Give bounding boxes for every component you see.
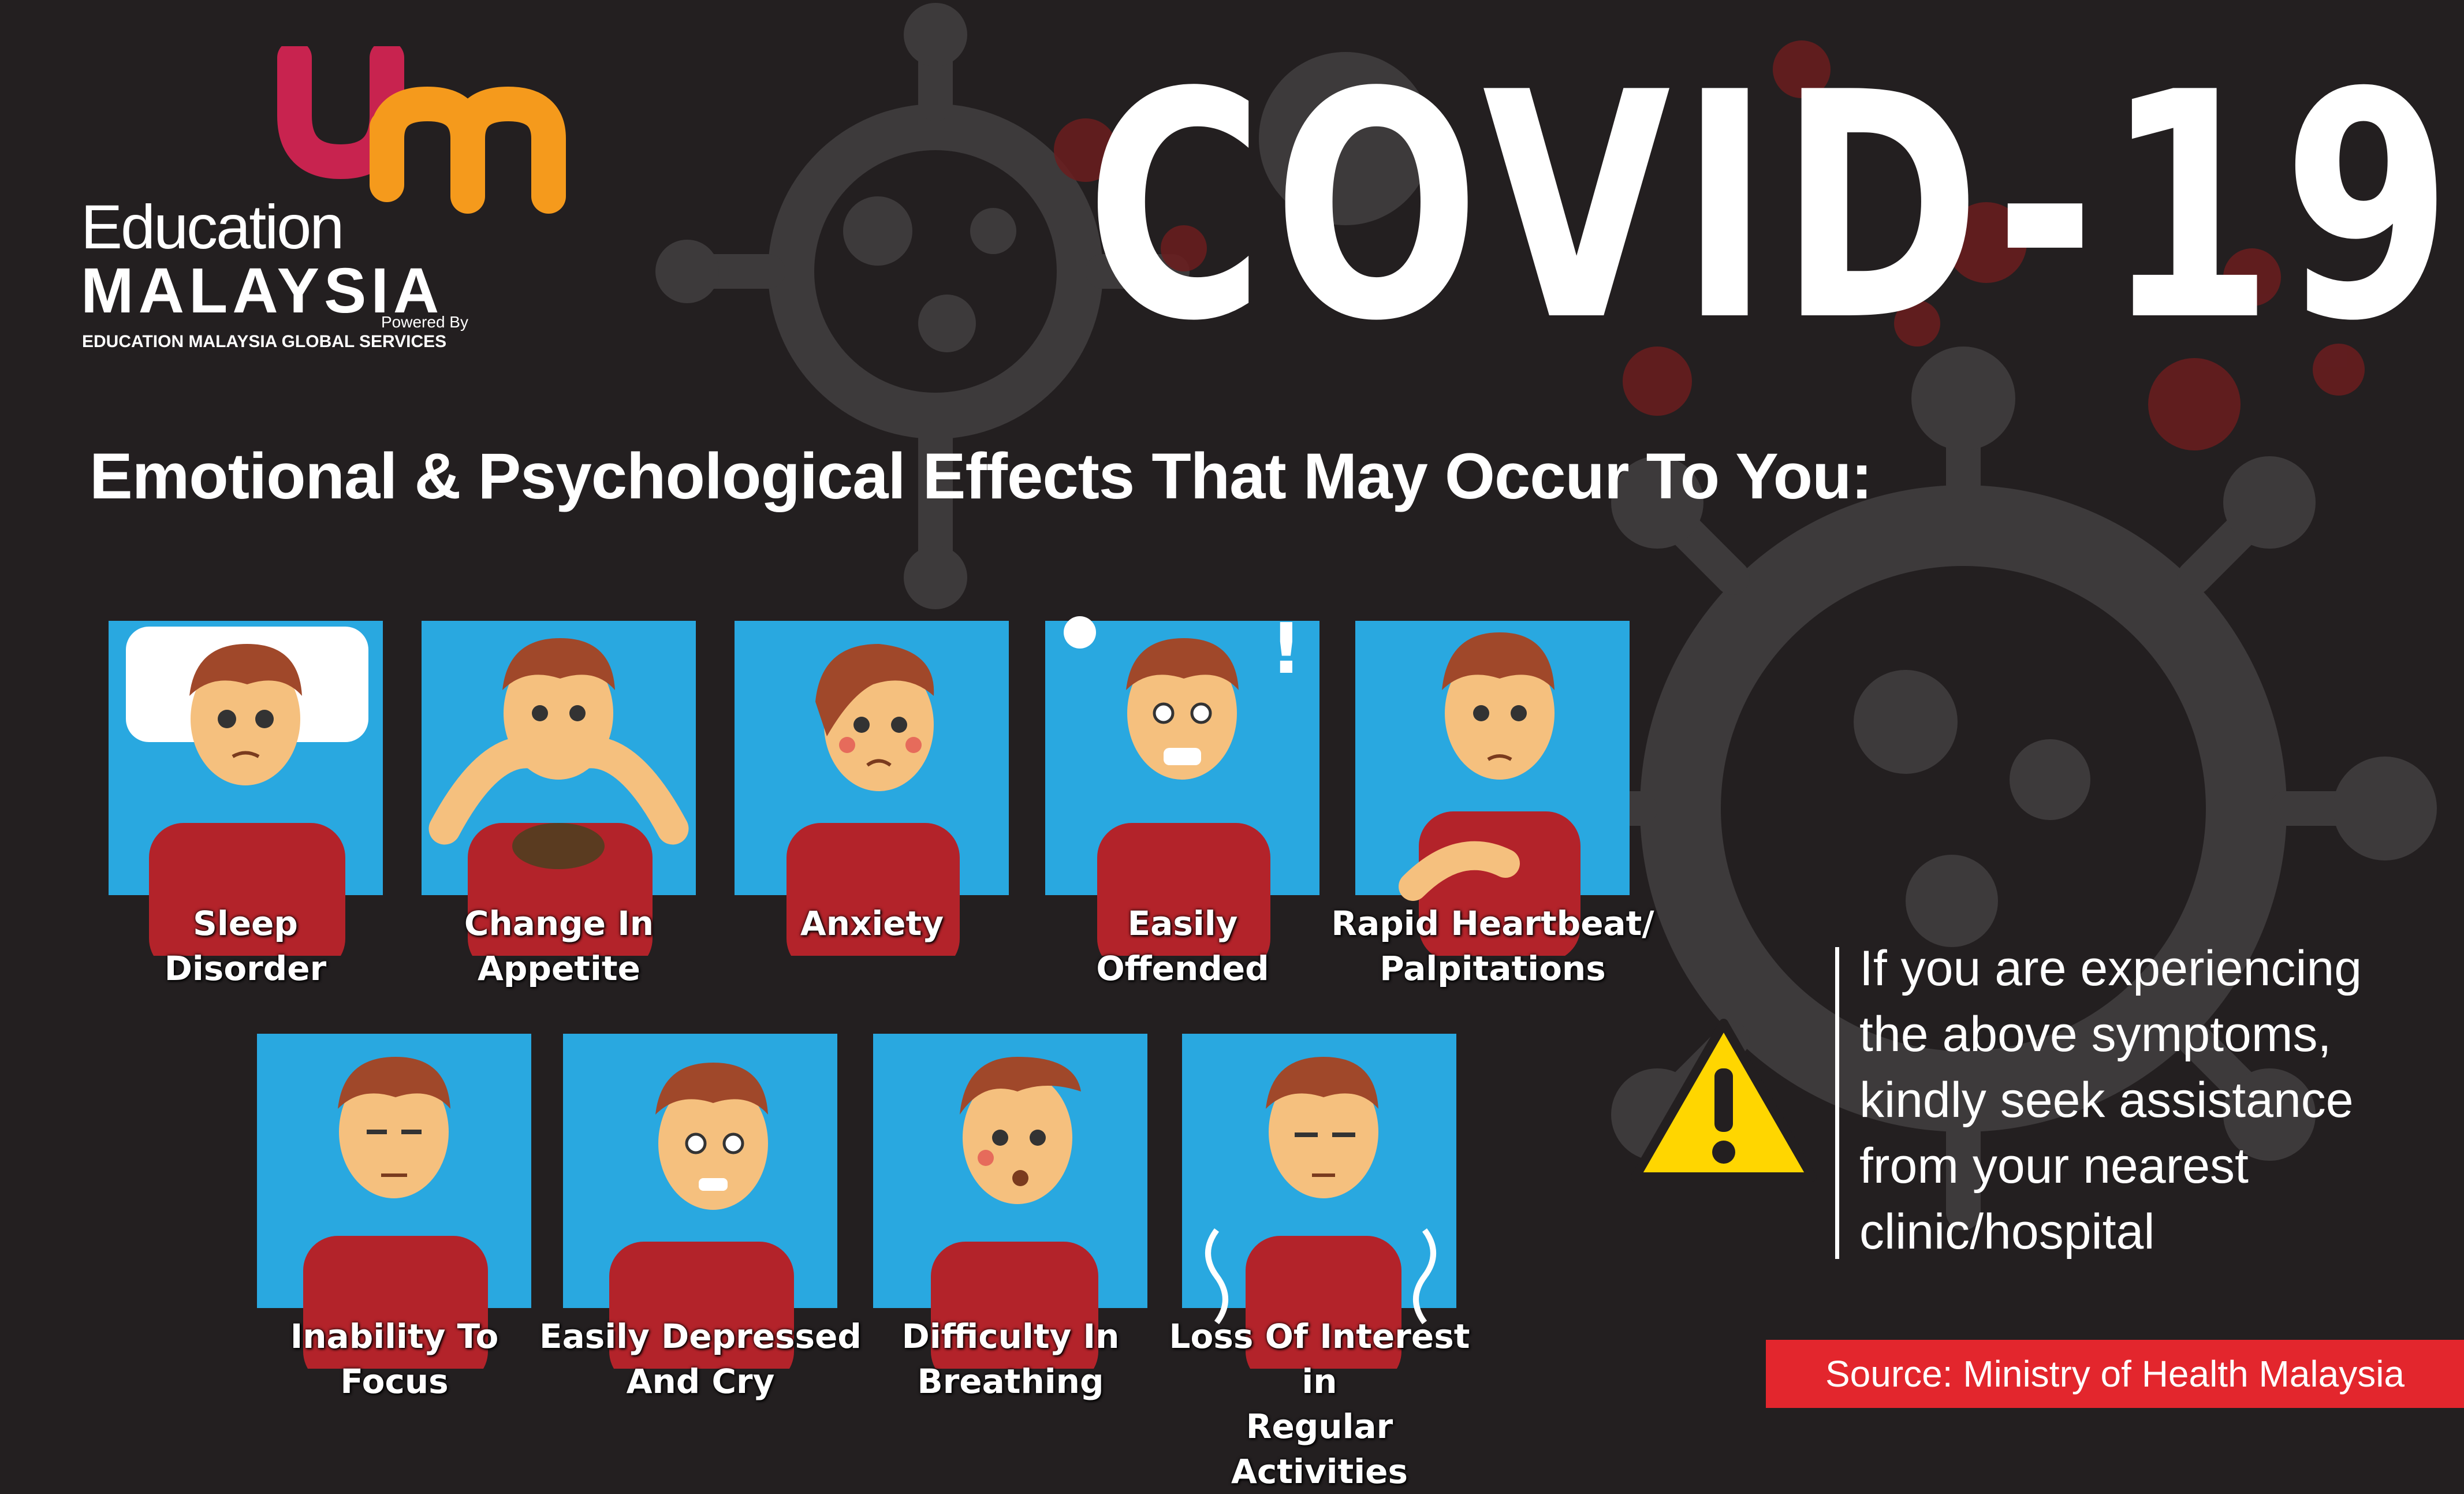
symptom-label: Change In Appetite (464, 904, 654, 988)
warning-icon (1631, 1019, 1817, 1182)
page-subtitle: Emotional & Psychological Effects That M… (90, 440, 1873, 512)
loss-of-interest-illustration-icon (1205, 1057, 1436, 1369)
symptom-card-loss-of-interest (1182, 1034, 1456, 1369)
anxiety-illustration-icon (786, 644, 960, 956)
symptom-label: Easily Depressed And Cry (539, 1317, 862, 1401)
advice-divider (1835, 947, 1839, 1259)
logo-powered-by: Powered By (381, 313, 468, 331)
logo-mark-icon (277, 46, 566, 214)
symptom-card-difficulty-breathing (873, 1034, 1147, 1369)
page-title: COVID-19 (1086, 27, 2461, 389)
sleep-disorder-illustration-icon (126, 627, 368, 956)
symptom-label: Rapid Heartbeat/Palpitations (1331, 904, 1654, 988)
change-in-appetite-illustration-icon (428, 638, 689, 956)
symptom-label: Easily Offended (1096, 904, 1269, 988)
logo-services-text: EDUCATION MALAYSIA GLOBAL SERVICES (82, 332, 447, 351)
source-banner: Source: Ministry of Health Malaysia (1766, 1340, 2464, 1408)
logo-text-malaysia: MALAYSIA (81, 255, 444, 326)
symptom-card-easily-depressed (563, 1034, 837, 1369)
symptom-card-rapid-heartbeat (1355, 621, 1630, 956)
symptom-card-inability-to-focus (257, 1034, 531, 1369)
symptom-label: Difficulty In Breathing (901, 1317, 1120, 1401)
symptom-card-easily-offended: ! (1045, 609, 1319, 956)
symptom-card-sleep-disorder (109, 621, 383, 956)
symptom-label: Sleep Disorder (164, 904, 327, 988)
advice-text: If you are experiencing the above sympto… (1859, 941, 2362, 1260)
symptom-label: Inability To Focus (290, 1317, 499, 1401)
symptom-label: Anxiety (800, 904, 944, 943)
rapid-heartbeat-illustration-icon (1399, 632, 1580, 956)
svg-text:!: ! (1270, 609, 1302, 690)
symptom-card-anxiety (735, 621, 1009, 956)
logo-text-education: Education (81, 192, 344, 262)
symptom-card-change-in-appetite (422, 621, 696, 956)
difficulty-breathing-illustration-icon (931, 1057, 1098, 1369)
inability-to-focus-illustration-icon (303, 1057, 488, 1369)
easily-offended-illustration-icon: ! (1064, 609, 1302, 956)
education-malaysia-logo[interactable]: Education MALAYSIA Powered By EDUCATION … (81, 46, 566, 370)
easily-depressed-illustration-icon (609, 1063, 794, 1369)
symptom-label: Loss Of Interest in Regular Activities (1169, 1317, 1470, 1491)
